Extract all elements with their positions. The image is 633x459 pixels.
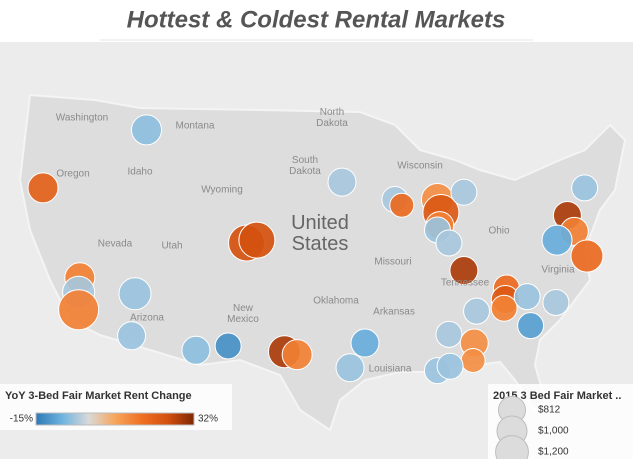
- market-bubble: [58, 289, 100, 331]
- color-legend-bar: [35, 412, 195, 426]
- state-label: Ohio: [488, 225, 510, 237]
- market-bubble: [513, 283, 541, 311]
- market-bubble: [435, 229, 463, 257]
- market-bubble: [449, 256, 479, 286]
- market-bubble: [450, 178, 478, 206]
- country-label: United States: [291, 212, 349, 255]
- size-legend-label: $1,000: [538, 426, 569, 437]
- state-label: Idaho: [127, 166, 153, 178]
- state-label: North Dakota: [316, 107, 348, 129]
- market-bubble: [118, 277, 152, 311]
- market-bubble: [463, 297, 491, 325]
- state-label: Utah: [161, 240, 183, 252]
- state-label: South Dakota: [289, 155, 321, 177]
- market-bubble: [490, 294, 518, 322]
- state-label: Arizona: [130, 312, 164, 324]
- state-label: Tennessee: [440, 277, 490, 289]
- state-label: Louisiana: [368, 363, 412, 375]
- market-bubble: [350, 328, 380, 358]
- state-label: Nevada: [97, 238, 133, 250]
- state-label: Wyoming: [201, 184, 243, 196]
- market-bubble: [117, 321, 147, 351]
- market-bubble: [570, 239, 604, 273]
- color-legend-min: -15%: [10, 414, 33, 425]
- market-bubble: [327, 167, 357, 197]
- market-bubble: [571, 174, 599, 202]
- state-label: New Mexico: [227, 303, 259, 325]
- market-bubble: [541, 224, 573, 256]
- market-bubble: [542, 288, 570, 316]
- bubble-layer: [27, 114, 604, 385]
- color-legend-title: YoY 3-Bed Fair Market Rent Change: [5, 390, 192, 402]
- market-bubble: [435, 320, 463, 348]
- market-bubble: [131, 114, 162, 146]
- state-label: Virginia: [541, 264, 575, 276]
- state-label: Montana: [175, 120, 215, 132]
- market-bubble: [214, 332, 242, 360]
- state-label: Oregon: [56, 168, 90, 180]
- market-bubble: [181, 335, 211, 365]
- market-bubble: [27, 172, 59, 204]
- market-bubble: [281, 339, 313, 371]
- market-bubble: [517, 312, 545, 340]
- state-label: Oklahoma: [313, 295, 359, 307]
- chart-title: Hottest & Coldest Rental Markets: [127, 6, 506, 33]
- size-legend-title: 2015 3 Bed Fair Market ..: [493, 390, 621, 402]
- state-label: Wisconsin: [397, 160, 443, 172]
- color-legend-max: 32%: [198, 414, 218, 425]
- size-legend-label: $1,200: [538, 447, 569, 458]
- market-bubble: [389, 192, 415, 218]
- market-bubble: [436, 352, 464, 380]
- state-label: Washington: [55, 112, 109, 124]
- state-label: Arkansas: [373, 306, 415, 318]
- size-legend-label: $812: [538, 405, 561, 416]
- size-legend-circle: [495, 435, 529, 459]
- market-bubble: [238, 221, 276, 259]
- state-label: Missouri: [374, 256, 412, 268]
- market-bubble: [335, 353, 365, 383]
- market-bubble: [460, 347, 486, 373]
